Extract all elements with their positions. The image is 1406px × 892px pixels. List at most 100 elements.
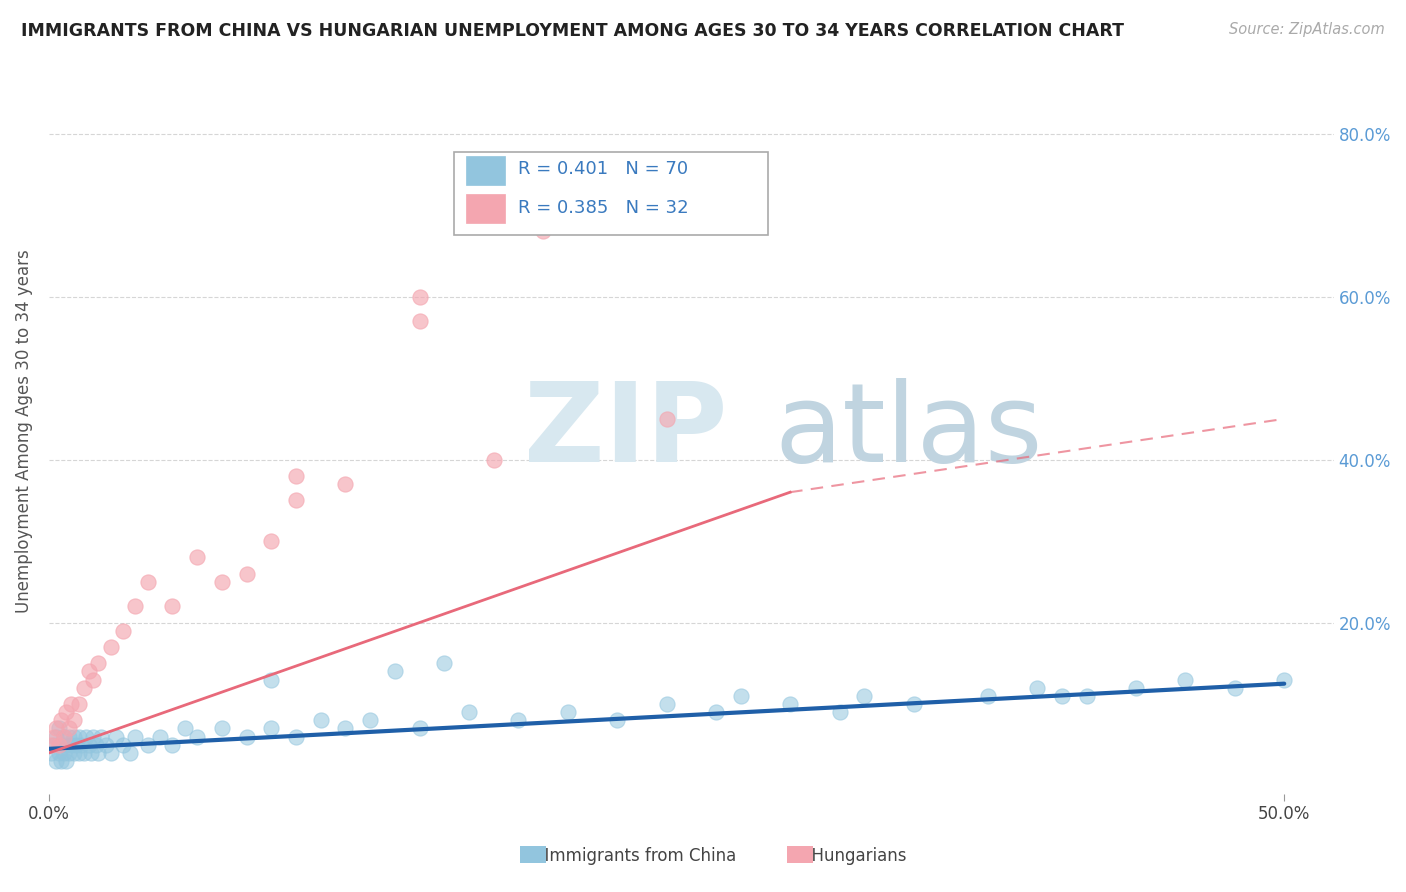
Point [84,738,107,752]
FancyBboxPatch shape [454,152,769,235]
Point [65,738,87,752]
Point [41,738,63,752]
Point [828,705,851,719]
Point [87,746,110,760]
Point [359,714,381,728]
Point [1125,681,1147,695]
Point [1050,689,1073,703]
Point [655,412,678,426]
Point [384,665,406,679]
Text: R = 0.401   N = 70: R = 0.401 N = 70 [517,160,688,178]
Point [977,689,1000,703]
Point [82,673,104,687]
Text: Hungarians: Hungarians [801,847,907,865]
Point [779,697,801,711]
Point [1076,689,1098,703]
Point [70,738,93,752]
Y-axis label: Unemployment Among Ages 30 to 34 years: Unemployment Among Ages 30 to 34 years [15,249,32,613]
Point [52,730,75,744]
Point [72,746,94,760]
Point [51,714,73,728]
Point [62,714,84,728]
Point [211,722,233,736]
Point [285,493,308,508]
Point [60,738,83,752]
Point [58,730,80,744]
Point [309,714,332,728]
Point [82,730,104,744]
Point [408,722,430,736]
Point [124,599,146,614]
Point [60,697,83,711]
Text: atlas: atlas [775,377,1043,484]
Point [67,697,90,711]
Point [211,574,233,589]
Point [730,689,752,703]
Point [285,730,308,744]
Point [58,746,80,760]
Point [55,738,77,752]
Point [100,640,122,654]
Point [51,738,73,752]
Point [260,673,283,687]
Point [62,730,84,744]
Text: R = 0.385   N = 32: R = 0.385 N = 32 [517,200,689,218]
Point [335,722,357,736]
Point [655,697,678,711]
Point [42,738,65,752]
Point [704,705,727,719]
Point [1272,673,1295,687]
Point [260,534,283,549]
Point [557,705,579,719]
Point [104,730,127,744]
Point [186,550,208,565]
Point [458,705,481,719]
Point [482,452,505,467]
Point [45,722,67,736]
Point [48,722,70,736]
Point [124,730,146,744]
Point [62,746,84,760]
Point [853,689,876,703]
Point [48,738,70,752]
Point [408,290,430,304]
Point [235,566,257,581]
Point [508,714,530,728]
Point [58,722,80,736]
Point [48,746,70,760]
Point [55,705,77,719]
Point [77,738,100,752]
Point [55,754,77,768]
Point [80,746,103,760]
Point [335,477,357,491]
Point [173,722,195,736]
Text: IMMIGRANTS FROM CHINA VS HUNGARIAN UNEMPLOYMENT AMONG AGES 30 TO 34 YEARS CORREL: IMMIGRANTS FROM CHINA VS HUNGARIAN UNEMP… [21,22,1123,40]
Point [67,746,90,760]
Point [433,657,456,671]
Point [136,738,159,752]
Point [67,730,90,744]
Point [45,730,67,744]
Point [87,657,110,671]
Point [162,738,184,752]
FancyBboxPatch shape [467,194,505,223]
Point [1174,673,1197,687]
Point [45,754,67,768]
Point [112,624,135,638]
Point [260,722,283,736]
Point [42,730,65,744]
Point [285,469,308,483]
Text: ZIP: ZIP [524,377,728,484]
Point [51,754,73,768]
Text: Source: ZipAtlas.com: Source: ZipAtlas.com [1229,22,1385,37]
Point [149,730,172,744]
Text: Immigrants from China: Immigrants from China [534,847,737,865]
Point [162,599,184,614]
Point [94,738,117,752]
Point [408,314,430,328]
Point [903,697,925,711]
Point [1026,681,1049,695]
Point [235,730,257,744]
Point [75,730,97,744]
Point [120,746,142,760]
